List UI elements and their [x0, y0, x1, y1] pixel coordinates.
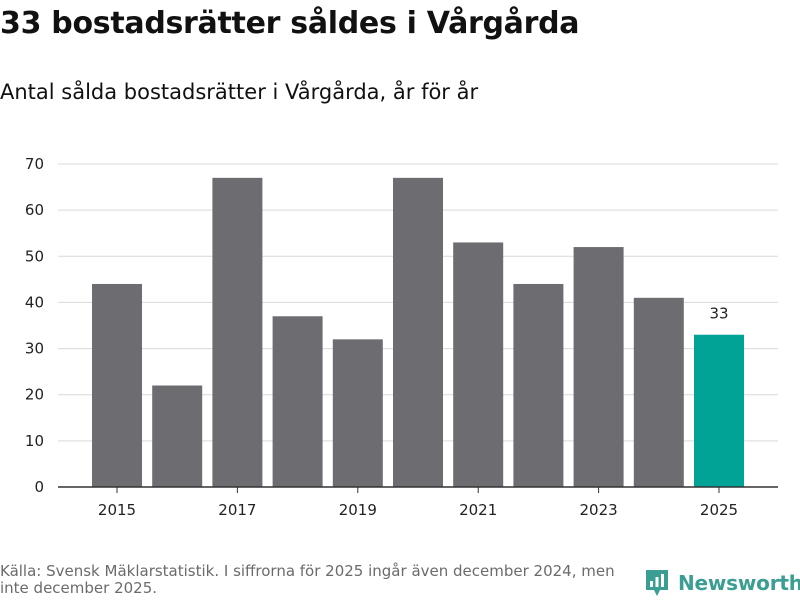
bar-2015 [92, 283, 142, 487]
chart-title: 33 bostadsrätter såldes i Vårgårda [0, 6, 580, 41]
x-tick-label: 2025 [700, 501, 738, 519]
brand-name: Newsworthy [678, 571, 800, 595]
y-tick-label: 60 [25, 201, 44, 219]
data-label-2025: 33 [709, 305, 728, 323]
data-labels: 33 [709, 305, 728, 323]
bar-2020 [393, 177, 443, 488]
y-tick-label: 50 [25, 247, 44, 265]
y-tick-label: 0 [34, 478, 44, 496]
x-tick-label: 2023 [580, 501, 618, 519]
x-tick-label: 2015 [98, 501, 136, 519]
bar-2023 [573, 247, 624, 487]
x-tick-label: 2021 [459, 501, 497, 519]
bar-2021 [453, 242, 504, 487]
bar-chart: 0 10 20 30 40 50 60 70 2015 2017 2019 2021 2023 2025… [25, 155, 778, 519]
bar-2018 [272, 316, 323, 487]
newsworthy-logo-icon [646, 570, 668, 596]
y-axis-ticks: 0 10 20 30 40 50 60 70 [25, 155, 44, 496]
bar-2024 [633, 297, 684, 487]
y-tick-label: 30 [25, 340, 44, 358]
bars [58, 177, 778, 488]
bar-2019 [332, 339, 383, 487]
y-tick-label: 20 [25, 386, 44, 404]
bar-2017 [212, 177, 263, 488]
x-axis-ticks: 2015 2017 2019 2021 2023 2025 [98, 487, 738, 519]
chart-subtitle: Antal sålda bostadsrätter i Vårgårda, år… [0, 80, 479, 104]
source-note: Källa: Svensk Mäklarstatistik. I siffror… [0, 562, 615, 597]
brand-logo: Newsworthy [644, 568, 800, 598]
x-tick-label: 2019 [339, 501, 377, 519]
x-tick-label: 2017 [218, 501, 256, 519]
y-tick-label: 10 [25, 432, 44, 450]
bar-2025 [694, 334, 744, 487]
y-tick-label: 70 [25, 155, 44, 173]
y-tick-label: 40 [25, 293, 44, 311]
bar-2016 [152, 385, 203, 487]
bar-2022 [513, 283, 564, 487]
